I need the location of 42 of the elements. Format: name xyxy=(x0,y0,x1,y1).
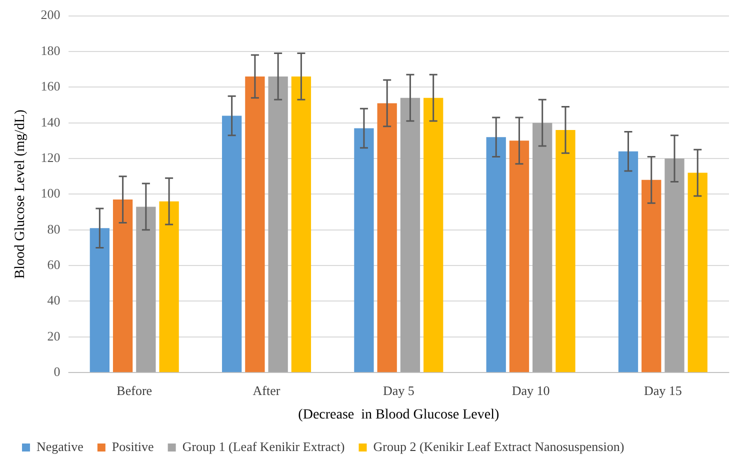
bar xyxy=(486,137,506,372)
bar xyxy=(291,76,312,372)
bar xyxy=(642,180,662,372)
y-tick-label: 0 xyxy=(54,364,60,380)
y-tick-label: 80 xyxy=(47,221,60,236)
x-tick-label: Day 15 xyxy=(644,382,682,398)
bar xyxy=(377,103,397,372)
x-tick-label: Day 10 xyxy=(512,382,550,398)
y-tick-label: 200 xyxy=(40,7,60,22)
bar xyxy=(268,76,288,372)
bar xyxy=(112,200,133,372)
bar xyxy=(400,98,420,372)
bar xyxy=(159,201,179,372)
x-tick-label: After xyxy=(252,382,281,398)
legend-label: Group 2 (Kenikir Leaf Extract Nanosuspension) xyxy=(373,438,624,454)
bar xyxy=(618,151,638,372)
bar xyxy=(556,130,576,372)
y-tick-label: 20 xyxy=(47,328,60,344)
legend-label: Positive xyxy=(112,438,154,454)
bar xyxy=(354,128,374,372)
bar xyxy=(424,98,444,372)
bar xyxy=(532,122,552,372)
y-tick-label: 140 xyxy=(40,114,60,130)
legend-label: Negative xyxy=(36,438,84,454)
y-tick-label: 100 xyxy=(40,186,60,201)
x-axis-title: (Decrease in Blood Glucose Level) xyxy=(298,407,500,422)
bar xyxy=(136,206,156,372)
bar xyxy=(245,76,265,372)
x-tick-label: Day 5 xyxy=(382,382,414,398)
bar xyxy=(90,228,110,372)
bar xyxy=(222,116,242,372)
y-tick-label: 120 xyxy=(40,150,60,165)
y-axis-title: Blood Glucose Level (mg/dL) xyxy=(13,109,28,279)
x-tick-label: Before xyxy=(116,382,152,398)
legend-label: Group 1 (Leaf Kenikir Extract) xyxy=(182,438,345,454)
bar xyxy=(664,158,684,372)
bar xyxy=(509,140,530,372)
bar xyxy=(688,172,708,372)
y-tick-label: 180 xyxy=(40,42,60,58)
y-tick-label: 60 xyxy=(47,256,60,272)
y-tick-label: 40 xyxy=(47,292,60,308)
y-tick-label: 160 xyxy=(40,78,60,94)
